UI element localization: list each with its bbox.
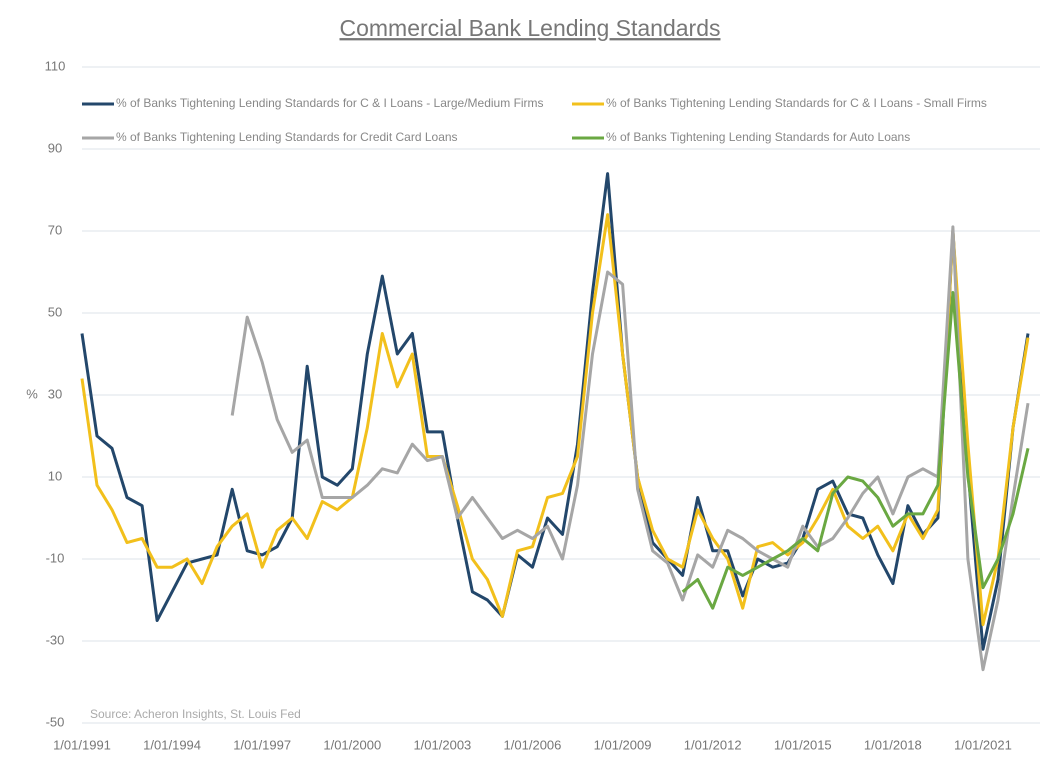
series-line (230, 225, 1030, 672)
series-line (681, 291, 1030, 610)
x-tick-label: 1/01/2009 (594, 737, 652, 752)
y-tick-label: -10 (46, 550, 65, 565)
y-tick-label: 50 (48, 304, 62, 319)
series-line (80, 172, 1030, 651)
chart-title: Commercial Bank Lending Standards (340, 15, 721, 41)
x-tick-label: 1/01/1991 (53, 737, 111, 752)
x-tick-label: 1/01/2021 (954, 737, 1012, 752)
y-tick-label: 70 (48, 222, 62, 237)
y-axis-label: % (26, 386, 38, 401)
x-tick-label: 1/01/2015 (774, 737, 832, 752)
y-tick-label: -50 (46, 714, 65, 729)
x-tick-label: 1/01/2006 (504, 737, 562, 752)
legend-label: % of Banks Tightening Lending Standards … (116, 130, 458, 144)
source-note: Source: Acheron Insights, St. Louis Fed (90, 707, 301, 721)
series-line (80, 213, 1030, 627)
y-tick-label: 10 (48, 468, 62, 483)
x-tick-label: 1/01/1994 (143, 737, 201, 752)
y-tick-label: -30 (46, 632, 65, 647)
legend-label: % of Banks Tightening Lending Standards … (606, 96, 987, 110)
x-tick-label: 1/01/2000 (323, 737, 381, 752)
x-tick-label: 1/01/2003 (413, 737, 471, 752)
x-tick-label: 1/01/2018 (864, 737, 922, 752)
legend-label: % of Banks Tightening Lending Standards … (116, 96, 544, 110)
x-tick-label: 1/01/2012 (684, 737, 742, 752)
y-tick-label: 90 (48, 140, 62, 155)
legend-label: % of Banks Tightening Lending Standards … (606, 130, 910, 144)
x-tick-label: 1/01/1997 (233, 737, 291, 752)
y-tick-label: 110 (45, 58, 66, 73)
y-tick-label: 30 (48, 386, 62, 401)
